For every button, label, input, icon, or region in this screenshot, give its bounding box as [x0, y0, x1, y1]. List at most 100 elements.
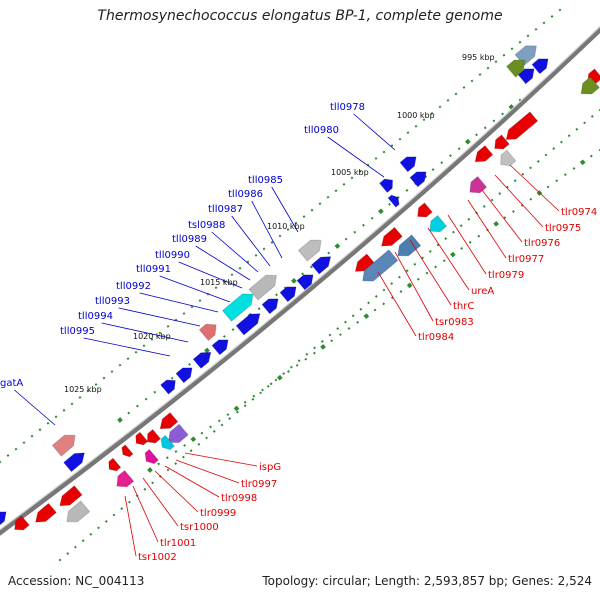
lower-tick-2	[313, 351, 316, 355]
outer-tick	[6, 454, 10, 457]
plus-gene-block	[505, 59, 526, 78]
lower-tick-2	[589, 154, 593, 158]
plus-gene-arrow-shape	[0, 511, 7, 528]
lower-tick-2	[382, 302, 386, 306]
plus-gene-arrow	[387, 194, 400, 208]
lower-tick-2	[425, 271, 429, 275]
minus-gene-arrow-shape	[59, 484, 83, 507]
plus-gene-block-shape	[221, 293, 254, 322]
outer-tick	[430, 111, 434, 115]
inner-tick	[449, 154, 452, 158]
minus-label-ispG: ispG	[259, 462, 281, 473]
inner-tick	[327, 251, 331, 255]
inner-tick	[117, 417, 123, 423]
plus-gene-arrow	[378, 178, 394, 194]
backbone-highlight	[0, 25, 600, 531]
lower-tick-2	[252, 394, 256, 398]
lower-tick-2	[330, 339, 334, 343]
plus-leader	[231, 215, 271, 267]
lower-tick	[351, 314, 355, 318]
minus-leader	[124, 495, 137, 557]
lower-tick	[236, 410, 239, 414]
lower-tick-2	[174, 450, 178, 453]
lower-tick	[482, 205, 486, 208]
lower-tick	[58, 558, 62, 562]
inner-tick	[378, 208, 384, 215]
minus-leader	[427, 227, 470, 291]
minus-label-tlr0997: tlr0997	[241, 479, 277, 490]
lower-tick-2	[572, 167, 576, 170]
plus-gene-arrow	[531, 58, 549, 75]
outer-tick	[198, 299, 202, 302]
lower-tick	[490, 198, 494, 202]
minus-leader	[447, 214, 487, 275]
outer-tick	[422, 118, 426, 122]
lower-tick	[405, 269, 409, 273]
minus-gene-block-shape	[580, 76, 600, 95]
plus-leader	[83, 337, 171, 357]
kbp-label: 1000 kbp	[397, 111, 435, 120]
minus-leader	[175, 459, 240, 484]
inner-tick	[222, 335, 226, 338]
minus-label-tlr0998: tlr0998	[221, 493, 257, 504]
plus-gene-block	[51, 434, 76, 457]
lower-tick	[359, 307, 363, 311]
lower-tick	[560, 140, 563, 144]
gene-features	[0, 45, 600, 531]
inner-tick	[370, 216, 374, 220]
minus-leader	[394, 251, 434, 322]
lower-tick-2	[295, 363, 299, 367]
lower-tick	[297, 359, 301, 363]
lower-tick	[243, 404, 247, 408]
kbp-label: 1020 kbp	[133, 332, 171, 341]
kbp-label: 995 kbp	[462, 53, 495, 62]
outer-tick	[414, 124, 418, 128]
minus-gene-arrow-shape	[146, 428, 162, 444]
lower-tick-2	[493, 221, 499, 227]
plus-gene-arrow-shape	[235, 313, 261, 336]
lower-tick	[205, 436, 208, 440]
kbp-label: 1010 kbp	[267, 222, 305, 231]
plus-leader	[14, 389, 56, 426]
outer-tick	[46, 421, 50, 425]
lower-tick	[428, 250, 432, 253]
minus-gene-block-shape	[500, 149, 517, 167]
inner-tick	[127, 411, 131, 415]
plus-gene-arrow	[63, 452, 86, 473]
minus-gene-arrow	[59, 484, 83, 507]
minus-gene-arrow-shape	[494, 134, 510, 150]
minus-gene-arrow	[14, 515, 30, 531]
lower-tick	[444, 237, 448, 240]
inner-tick	[188, 362, 191, 366]
lower-tick	[89, 532, 93, 536]
plus-label-tll0986: tll0986	[228, 189, 263, 200]
lower-tick	[228, 417, 232, 420]
inner-tick	[483, 126, 487, 130]
lower-tick-2	[416, 277, 420, 281]
minus-gene-arrow	[108, 457, 122, 472]
inner-tick	[501, 112, 505, 116]
lower-tick	[536, 160, 540, 163]
kbp-label: 1015 kbp	[200, 278, 238, 287]
minus-leader	[481, 189, 523, 243]
lower-tick	[344, 320, 347, 324]
lower-tick-2	[243, 400, 247, 404]
outer-tick	[350, 176, 354, 180]
lower-tick	[220, 423, 224, 427]
minus-label-tlr1001: tlr1001	[160, 538, 196, 549]
plus-gene-block	[297, 239, 322, 262]
outer-tick	[502, 53, 506, 57]
minus-leader	[467, 199, 507, 259]
minus-gene-arrow	[34, 502, 57, 523]
plus-gene-arrow-shape	[160, 379, 176, 395]
outer-tick	[326, 195, 330, 199]
minus-label-thrC: thrC	[453, 301, 474, 312]
outer-tick	[134, 350, 138, 354]
lower-tick	[328, 333, 332, 337]
lower-tick	[544, 153, 548, 157]
minus-gene-block	[429, 214, 448, 233]
lower-tick-2	[598, 148, 600, 152]
plus-gene-arrow	[409, 171, 427, 188]
outer-tick	[518, 40, 522, 44]
lower-tick-2	[363, 313, 370, 319]
